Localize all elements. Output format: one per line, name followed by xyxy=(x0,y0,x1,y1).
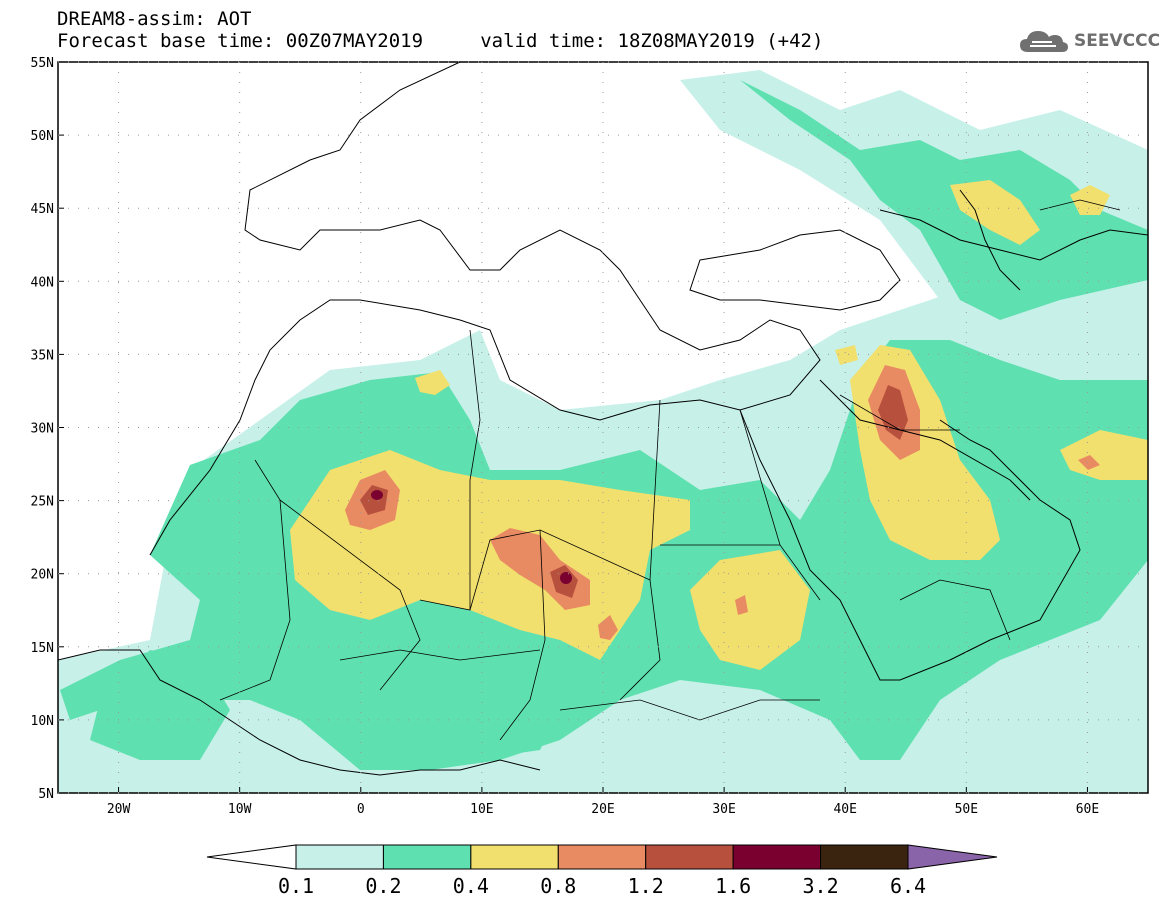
coastlines xyxy=(58,62,1148,776)
colorbar-under-arrow xyxy=(206,844,297,870)
forecast-time-subtitle: Forecast base time: 00Z07MAY2019 valid t… xyxy=(57,30,824,52)
x-tick-label: 40E xyxy=(833,802,856,817)
aot-map: 20W 10W 0 10E 20E 30E 40E 50E 60E 55N 50N 45N 40N 35… xyxy=(31,56,1149,817)
y-tick-label: 5N xyxy=(38,787,54,802)
colorbar-over-arrow xyxy=(907,844,998,870)
colorbar-cell xyxy=(557,844,647,870)
colorbar-label: 1.6 xyxy=(715,874,751,898)
logo-text: SEEVCCC xyxy=(1074,31,1161,51)
colorbar-cell xyxy=(295,844,384,870)
x-tick-label: 10E xyxy=(470,802,493,817)
x-tick-label: 30E xyxy=(712,802,735,817)
colorbar-cell xyxy=(820,844,909,870)
aot-level-1.6 xyxy=(371,490,572,584)
y-tick-label: 55N xyxy=(31,56,54,71)
longitude-ticks: 20W 10W 0 10E 20E 30E 40E 50E 60E xyxy=(107,62,1099,817)
colorbar-label: 0.4 xyxy=(453,874,489,898)
y-tick-label: 45N xyxy=(31,202,54,217)
seevccc-logo: SEEVCCC xyxy=(1018,28,1160,56)
x-tick-label: 10W xyxy=(228,802,252,817)
colorbar-label: 1.2 xyxy=(628,874,664,898)
x-tick-label: 50E xyxy=(955,802,978,817)
x-tick-label: 20W xyxy=(107,802,131,817)
x-tick-label: 60E xyxy=(1076,802,1099,817)
colorbar-cell xyxy=(645,844,734,870)
colorbar-cell xyxy=(382,844,472,870)
colorbar-cell xyxy=(470,844,559,870)
x-tick-label: 0 xyxy=(357,802,365,817)
map-title: DREAM8-assim: AOT xyxy=(57,8,252,30)
y-tick-label: 40N xyxy=(31,275,54,290)
cloud-icon xyxy=(1020,31,1068,52)
x-tick-label: 20E xyxy=(591,802,614,817)
country-borders xyxy=(219,199,1121,741)
colorbar-label: 0.8 xyxy=(540,874,576,898)
latitude-ticks: 55N 50N 45N 40N 35N 30N 25N 20N 15N 10N 5N xyxy=(31,56,1148,802)
y-tick-label: 10N xyxy=(31,714,54,729)
y-tick-label: 35N xyxy=(31,348,54,363)
colorbar-label: 6.4 xyxy=(890,874,926,898)
y-tick-label: 30N xyxy=(31,422,54,437)
y-tick-label: 15N xyxy=(31,641,54,656)
colorbar-label: 0.1 xyxy=(278,874,314,898)
colorbar-cell xyxy=(732,844,822,870)
y-tick-label: 20N xyxy=(31,568,54,583)
y-tick-label: 50N xyxy=(31,129,54,144)
colorbar: 0.1 0.2 0.4 0.8 1.2 1.6 3.2 6.4 xyxy=(206,844,998,898)
y-tick-label: 25N xyxy=(31,495,54,510)
colorbar-label: 0.2 xyxy=(365,874,401,898)
colorbar-label: 3.2 xyxy=(803,874,839,898)
